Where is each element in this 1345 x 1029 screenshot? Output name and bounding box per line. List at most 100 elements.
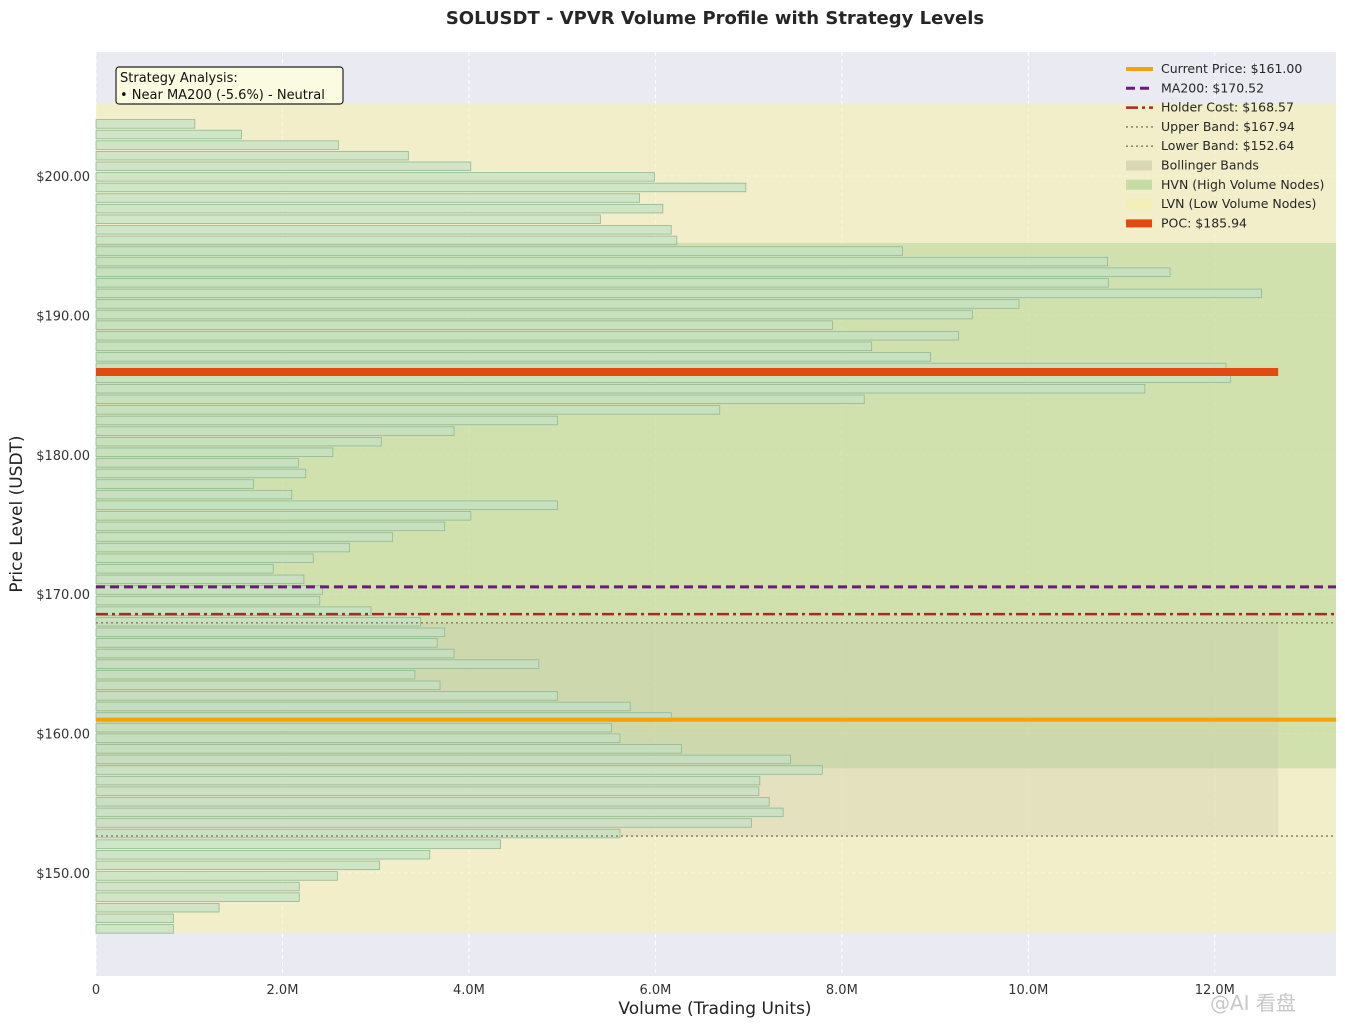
volume-bar (95, 807, 784, 818)
volume-bar (95, 871, 338, 881)
x-tick-label: 12.0M (1195, 983, 1235, 998)
legend-item: Lower Band: $152.64 (1126, 138, 1294, 153)
x-tick-label: 2.0M (267, 983, 299, 998)
legend-swatch (1126, 179, 1152, 190)
x-tick-label: 10.0M (1008, 983, 1048, 998)
volume-bar (95, 225, 672, 235)
volume-bar (95, 203, 664, 214)
volume-bar (95, 447, 334, 457)
volume-bar (95, 617, 421, 627)
volume-bar (95, 288, 1262, 299)
volume-bars (95, 119, 1262, 934)
watermark: @AI 看盘 (1210, 991, 1296, 1015)
volume-bar (95, 436, 382, 447)
volume-bar (95, 595, 321, 606)
annotation-line: • Near MA200 (-5.6%) - Neutral (120, 88, 325, 103)
legend-label: Holder Cost: $168.57 (1161, 100, 1294, 115)
volume-bar (95, 818, 752, 828)
legend-label: Current Price: $161.00 (1161, 61, 1302, 76)
volume-bar (95, 256, 1108, 267)
volume-bar (95, 786, 760, 796)
volume-bar (95, 924, 174, 934)
legend-label: HVN (High Volume Nodes) (1161, 177, 1324, 192)
volume-bar (95, 468, 307, 479)
volume-bar (95, 511, 472, 521)
annotation-title: Strategy Analysis: (120, 71, 238, 86)
volume-bar (95, 881, 300, 892)
volume-bar (95, 161, 472, 171)
y-tick-label: $180.00 (36, 449, 90, 464)
volume-bar (95, 532, 393, 542)
volume-bar (95, 129, 242, 140)
legend-label: MA200: $170.52 (1161, 80, 1264, 95)
x-tick-label: 8.0M (826, 983, 858, 998)
volume-bar (95, 341, 873, 352)
volume-bar (95, 309, 973, 320)
volume-bar (95, 405, 721, 415)
volume-bar (95, 744, 682, 754)
volume-bar (95, 722, 612, 733)
volume-bar (95, 331, 959, 341)
volume-bar (95, 680, 441, 690)
volume-bar (95, 193, 640, 203)
volume-bar (95, 691, 558, 701)
legend: Current Price: $161.00 MA200: $170.52 Hold… (1126, 61, 1324, 230)
y-axis-ticks: $150.00 $160.00 $170.00 $180.00 $190.00 $200.… (36, 170, 90, 882)
x-tick-label: 0 (92, 983, 100, 998)
legend-item: Holder Cost: $168.57 (1126, 100, 1294, 115)
strategy-annotation: Strategy Analysis: • Near MA200 (-5.6%) … (115, 66, 344, 105)
volume-bar (95, 140, 339, 150)
y-tick-label: $170.00 (36, 588, 90, 603)
volume-bar (95, 489, 293, 500)
x-tick-label: 6.0M (639, 983, 671, 998)
volume-bar (95, 172, 655, 182)
volume-bar (95, 352, 931, 362)
legend-item: LVN (Low Volume Nodes) (1126, 196, 1316, 211)
legend-label: LVN (Low Volume Nodes) (1161, 196, 1316, 211)
volume-bar (95, 733, 621, 743)
volume-bar (95, 267, 1171, 277)
x-axis-label: Volume (Trading Units) (618, 999, 811, 1019)
volume-bar (95, 214, 601, 224)
volume-bar (95, 320, 833, 330)
y-tick-label: $200.00 (36, 170, 90, 185)
legend-label: Bollinger Bands (1161, 158, 1259, 173)
volume-bar (95, 669, 416, 680)
volume-bar (95, 246, 903, 256)
volume-bar (95, 394, 865, 404)
legend-item: POC: $185.94 (1126, 215, 1247, 230)
annotation-box (115, 66, 344, 105)
volume-bar (95, 278, 1109, 288)
legend-swatch (1126, 199, 1152, 210)
y-tick-label: $150.00 (36, 867, 90, 882)
volume-bar (95, 521, 446, 532)
y-tick-label: $190.00 (36, 309, 90, 324)
volume-bar (95, 458, 299, 468)
volume-bar (95, 659, 540, 669)
x-tick-label: 4.0M (453, 983, 485, 998)
legend-item: Bollinger Bands (1126, 158, 1259, 173)
volume-bar (95, 299, 1020, 309)
legend-label: Lower Band: $152.64 (1161, 138, 1294, 153)
legend-item: Current Price: $161.00 (1126, 61, 1302, 76)
x-axis-ticks: 0 2.0M 4.0M 6.0M 8.0M 10.0M 12.0M (92, 983, 1235, 998)
legend-item: Upper Band: $167.94 (1126, 119, 1295, 134)
y-axis-label: Price Level (USDT) (7, 435, 27, 592)
y-tick-label: $160.00 (36, 728, 90, 743)
volume-bar (95, 500, 558, 510)
legend-swatch (1126, 160, 1152, 171)
volume-bar (95, 797, 770, 807)
legend-swatch (1126, 219, 1152, 228)
chart-title: SOLUSDT - VPVR Volume Profile with Strat… (446, 8, 984, 29)
legend-item: MA200: $170.52 (1126, 80, 1264, 95)
volume-bar (95, 765, 823, 775)
volume-bar (95, 850, 431, 860)
volume-bar (95, 542, 350, 553)
volume-bar (95, 235, 678, 246)
level-lines (96, 367, 1336, 837)
volume-bar (95, 479, 254, 489)
volume-bar (95, 860, 380, 871)
volume-bar (95, 828, 621, 839)
volume-bar (95, 606, 372, 616)
